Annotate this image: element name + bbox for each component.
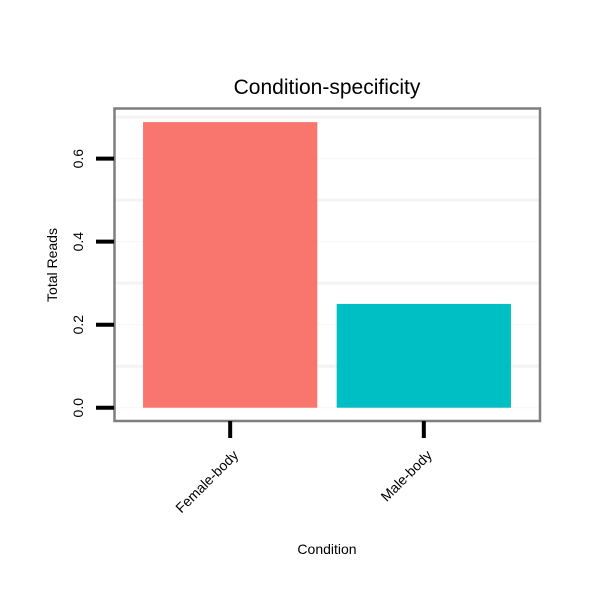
y-tick-label: 0.4 [70,232,86,252]
y-axis-label: Total Reads [44,228,60,302]
bar-male-body [336,303,511,408]
y-tick-label: 0.2 [70,315,86,335]
chart-title: Condition-specificity [234,76,421,99]
y-tick-label: 0.0 [70,398,86,418]
x-axis-label: Condition [297,541,356,557]
x-tick-label: Male-body [377,447,435,505]
y-tick-label: 0.6 [70,149,86,169]
bar-female-body [143,122,318,408]
x-tick-label: Female-body [172,447,241,516]
panel-border [113,107,542,423]
